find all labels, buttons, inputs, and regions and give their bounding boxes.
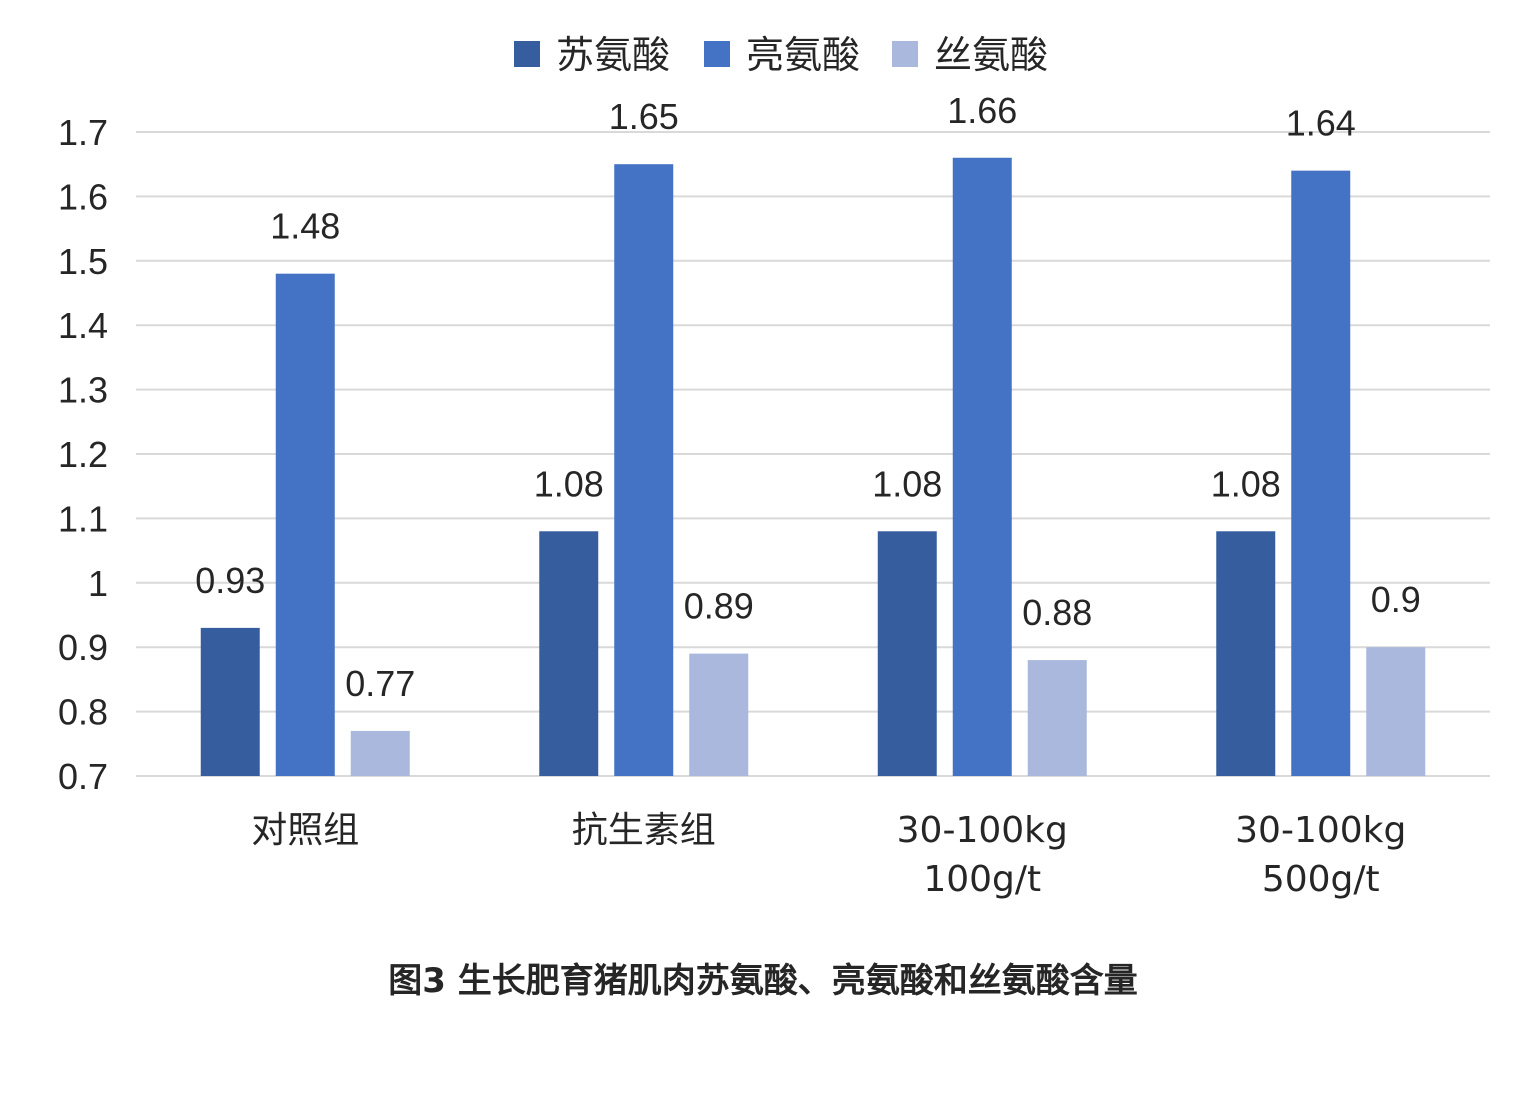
data-label: 1.65 xyxy=(609,96,679,137)
data-label: 1.08 xyxy=(1211,463,1281,504)
bar xyxy=(1027,660,1087,776)
figure-caption: 图3 生长肥育猪肌肉苏氨酸、亮氨酸和丝氨酸含量 xyxy=(388,961,1138,1001)
y-tick-label: 1.6 xyxy=(58,176,108,217)
bar xyxy=(275,273,335,776)
bars xyxy=(200,157,1426,776)
data-label: 1.66 xyxy=(947,90,1017,131)
x-category-label: 抗生素组 xyxy=(572,810,716,851)
legend-swatch xyxy=(892,41,918,67)
bar xyxy=(689,653,749,776)
legend-label: 亮氨酸 xyxy=(746,33,860,77)
y-tick-label: 1.3 xyxy=(58,370,108,411)
bar xyxy=(614,164,674,776)
y-tick-label: 1.5 xyxy=(58,241,108,282)
data-labels: 0.93 1.08 1.08 1.08 1.48 1.65 1.66 1.64 0.77 0.89… xyxy=(195,90,1421,704)
y-tick-label: 1.2 xyxy=(58,434,108,475)
y-tick-label: 1.4 xyxy=(58,305,108,346)
x-category-label: 对照组 xyxy=(251,810,359,851)
data-label: 1.48 xyxy=(270,206,340,247)
legend-label: 苏氨酸 xyxy=(556,33,670,77)
data-label: 0.9 xyxy=(1371,579,1421,620)
x-axis-categories: 对照组 抗生素组 30-100kg 100g/t 30-100kg 500g/t xyxy=(251,810,1406,900)
data-label: 1.08 xyxy=(872,463,942,504)
legend-swatch xyxy=(514,41,540,67)
y-axis-ticks: 0.7 0.8 0.9 1 1.1 1.2 1.3 1.4 1.5 1.6 1.7 xyxy=(58,112,108,797)
bar xyxy=(1366,647,1426,776)
legend: 苏氨酸 亮氨酸 丝氨酸 xyxy=(514,33,1048,77)
bar xyxy=(952,157,1012,776)
bar xyxy=(1291,170,1351,776)
data-label: 0.93 xyxy=(195,560,265,601)
bar xyxy=(200,627,260,776)
data-label: 1.64 xyxy=(1286,103,1356,144)
data-label: 0.88 xyxy=(1022,592,1092,633)
x-category-label: 100g/t xyxy=(923,859,1041,900)
y-tick-label: 0.9 xyxy=(58,627,108,668)
data-label: 0.77 xyxy=(345,663,415,704)
legend-label: 丝氨酸 xyxy=(934,33,1048,77)
bar xyxy=(539,531,599,776)
y-tick-label: 1.1 xyxy=(58,498,108,539)
x-category-label: 30-100kg xyxy=(897,810,1068,851)
y-tick-label: 1 xyxy=(88,563,108,604)
x-category-label: 30-100kg xyxy=(1235,810,1406,851)
bar xyxy=(1216,531,1276,776)
y-tick-label: 0.8 xyxy=(58,692,108,733)
y-tick-label: 0.7 xyxy=(58,756,108,797)
bar xyxy=(877,531,937,776)
x-category-label: 500g/t xyxy=(1262,859,1380,900)
bar xyxy=(350,730,410,776)
y-tick-label: 1.7 xyxy=(58,112,108,153)
legend-swatch xyxy=(704,41,730,67)
data-label: 1.08 xyxy=(534,463,604,504)
data-label: 0.89 xyxy=(684,586,754,627)
